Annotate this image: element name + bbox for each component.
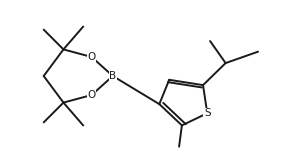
Text: O: O [87,90,96,100]
Text: B: B [109,71,116,81]
Text: O: O [87,52,96,62]
Text: S: S [204,108,211,118]
